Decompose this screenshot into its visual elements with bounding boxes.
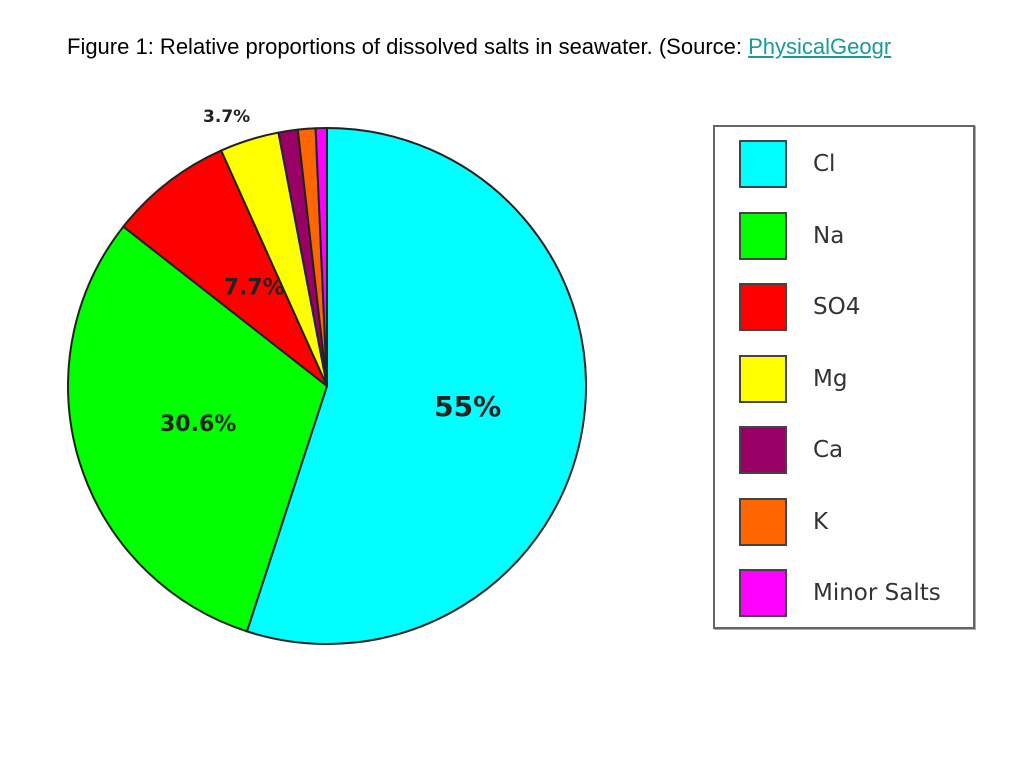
legend-label: K (813, 508, 829, 535)
pie-slice-na (67, 225, 328, 633)
legend-swatch (739, 569, 787, 617)
legend-item-so4: SO4 (739, 282, 860, 332)
legend: Cl Na SO4 Mg Ca K Minor Salts (713, 125, 975, 629)
pie-slice-so4 (122, 149, 328, 387)
legend-swatch (739, 211, 787, 260)
legend-swatch (739, 354, 787, 403)
legend-item-k: K (739, 497, 828, 547)
pie-labels: 55% 30.6% 7.7% 3.7% (160, 107, 501, 437)
legend-swatch (739, 497, 787, 546)
legend-label: Ca (813, 437, 844, 463)
legend-item-ca: Ca (739, 425, 843, 475)
pie-label-mg: 3.7% (203, 107, 250, 127)
legend-item-cl: Cl (739, 139, 835, 189)
legend-label: Na (813, 222, 845, 249)
source-link[interactable]: PhysicalGeogr (748, 34, 892, 59)
legend-label: SO4 (813, 294, 861, 320)
pie-label-so4: 7.7% (224, 275, 285, 300)
figure-caption: Figure 1: Relative proportions of dissol… (67, 33, 891, 61)
legend-item-na: Na (739, 211, 844, 261)
legend-swatch (739, 283, 787, 331)
pie-slice-cl (245, 127, 587, 645)
legend-swatch (739, 140, 787, 188)
pie-label-cl: 55% (434, 390, 501, 423)
legend-label: Cl (813, 151, 836, 177)
caption-text: Figure 1: Relative proportions of dissol… (67, 34, 749, 59)
pie-label-na: 30.6% (160, 412, 236, 437)
legend-label: Minor Salts (813, 580, 941, 606)
legend-swatch (739, 426, 787, 474)
pie-slice-minor-salts (314, 126, 328, 387)
legend-item-minor-salts: Minor Salts (739, 568, 941, 618)
pie-slices (67, 126, 587, 645)
legend-item-mg: Mg (739, 354, 847, 404)
legend-label: Mg (813, 365, 848, 392)
